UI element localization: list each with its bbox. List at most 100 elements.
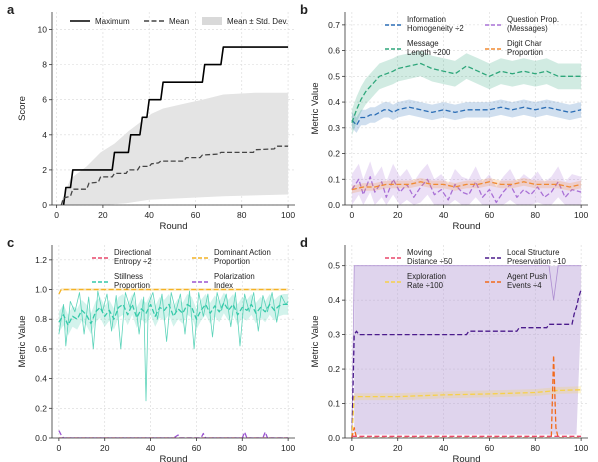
y-tick-label: 1.0 [35, 285, 47, 295]
legend-label: Preservation ÷10 [507, 257, 567, 266]
legend-label: Length ÷200 [407, 48, 451, 57]
panel-label: b [300, 2, 308, 17]
y-tick-label: 0 [42, 200, 47, 210]
y-axis-label: Metric Value [310, 82, 321, 134]
legend-label: Dominant Action [214, 248, 271, 257]
legend-label: Proportion [114, 281, 150, 290]
x-tick-label: 60 [191, 210, 201, 220]
x-tick-label: 0 [57, 443, 62, 453]
y-tick-label: 0.2 [35, 403, 47, 413]
y-axis-label: Metric Value [310, 315, 321, 367]
series-line [58, 290, 289, 402]
panel-label: a [7, 2, 15, 17]
legend-label: Question Prop. [507, 15, 559, 24]
y-tick-label: 6 [42, 95, 47, 105]
y-tick-label: 10 [38, 25, 48, 35]
legend-label: Information [407, 15, 446, 24]
series-line [351, 176, 582, 204]
legend-a: Maximum Mean Mean ± Std. Dev. [70, 17, 288, 26]
x-tick-label: 100 [574, 443, 588, 453]
legend-label: Local Structure [507, 248, 559, 257]
y-tick-label: 0.6 [328, 46, 340, 56]
series-band [351, 386, 582, 438]
series-band [58, 292, 289, 336]
x-tick-label: 80 [531, 443, 541, 453]
legend-label: Mean ± Std. Dev. [227, 17, 288, 26]
series-line [58, 430, 289, 438]
series-band [351, 50, 582, 136]
x-tick-label: 40 [439, 443, 449, 453]
y-tick-label: 2 [42, 165, 47, 175]
y-tick-label: 8 [42, 60, 47, 70]
y-tick-label: 0.4 [328, 295, 340, 305]
panel-b: 0 20 40 60 80 100 0.0 0.1 0.2 0.3 0.4 0.5 0.6 0.7 Roun… [300, 2, 588, 232]
x-tick-label: 60 [485, 443, 495, 453]
legend-swatch [202, 17, 222, 25]
data-layer-c [58, 288, 289, 438]
legend-label: Proportion [507, 48, 543, 57]
legend-label: Distance ÷50 [407, 257, 453, 266]
x-tick-label: 20 [100, 443, 110, 453]
y-axis-label: Score [17, 96, 28, 121]
legend-label: Stillness [114, 272, 143, 281]
legend-label: Directional [114, 248, 151, 257]
y-tick-label: 4 [42, 130, 47, 140]
series-line [60, 145, 289, 205]
legend-label: Homogeneity ÷2 [407, 24, 464, 33]
y-tick-label: 0.2 [328, 149, 340, 159]
legend-label: Exploration [407, 272, 446, 281]
x-tick-label: 60 [192, 443, 202, 453]
series-line [351, 289, 582, 438]
x-tick-label: 80 [237, 210, 247, 220]
x-tick-label: 0 [350, 443, 355, 453]
std-band [61, 92, 289, 205]
data-layer-b [351, 50, 582, 205]
legend-label: (Messages) [507, 24, 548, 33]
legend-label: Rate ÷100 [407, 281, 444, 290]
x-axis-label: Round [453, 221, 481, 232]
series-line [351, 265, 582, 438]
legend-label: Message [407, 39, 439, 48]
x-tick-label: 20 [393, 210, 403, 220]
x-tick-label: 40 [146, 443, 156, 453]
legend-label: Index [214, 281, 233, 290]
x-tick-label: 100 [281, 443, 295, 453]
legend-label: Maximum [95, 17, 130, 26]
y-tick-label: 0.3 [328, 330, 340, 340]
x-tick-label: 0 [54, 210, 59, 220]
legend-label: Events ÷4 [507, 281, 542, 290]
x-tick-label: 80 [238, 443, 248, 453]
y-tick-label: 0.1 [328, 174, 340, 184]
panel-a: 0 20 40 60 80 100 0 2 4 6 8 10 Round Score a Maximum Mea… [7, 2, 295, 232]
legend-label: Moving [407, 248, 432, 257]
y-tick-label: 0.8 [35, 314, 47, 324]
y-tick-label: 0.0 [35, 433, 47, 443]
y-tick-label: 1.2 [35, 255, 47, 265]
series-band [354, 265, 582, 435]
x-tick-label: 100 [574, 210, 588, 220]
y-tick-label: 0.4 [35, 374, 47, 384]
y-tick-label: 0.4 [328, 97, 340, 107]
y-tick-label: 0.5 [328, 261, 340, 271]
data-layer-d [351, 265, 582, 438]
y-axis-label: Metric Value [17, 315, 28, 367]
x-tick-label: 80 [531, 210, 541, 220]
x-tick-label: 100 [281, 210, 295, 220]
x-axis-label: Round [160, 454, 188, 462]
series-line [351, 62, 582, 123]
x-tick-label: 0 [350, 210, 355, 220]
panel-label: c [7, 235, 14, 250]
y-tick-label: 0.7 [328, 20, 340, 30]
x-axis-label: Round [160, 221, 188, 232]
panel-c: 0 20 40 60 80 100 0.0 0.2 0.4 0.6 0.8 1.0 1.2 Round Me… [7, 235, 295, 462]
y-tick-label: 0.5 [328, 71, 340, 81]
legend-label: Agent Push [507, 272, 547, 281]
x-tick-label: 20 [393, 443, 403, 453]
series-line [351, 181, 582, 191]
x-tick-label: 40 [144, 210, 154, 220]
x-axis-label: Round [453, 454, 481, 462]
